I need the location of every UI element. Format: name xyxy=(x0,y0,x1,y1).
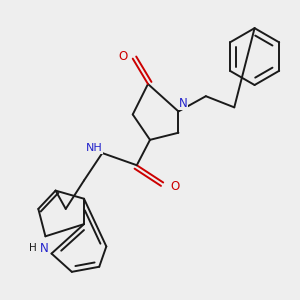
Text: N: N xyxy=(179,97,188,110)
Text: O: O xyxy=(171,180,180,193)
Text: O: O xyxy=(118,50,127,63)
Text: NH: NH xyxy=(86,143,103,153)
Text: H: H xyxy=(29,244,37,254)
Text: N: N xyxy=(40,242,49,255)
